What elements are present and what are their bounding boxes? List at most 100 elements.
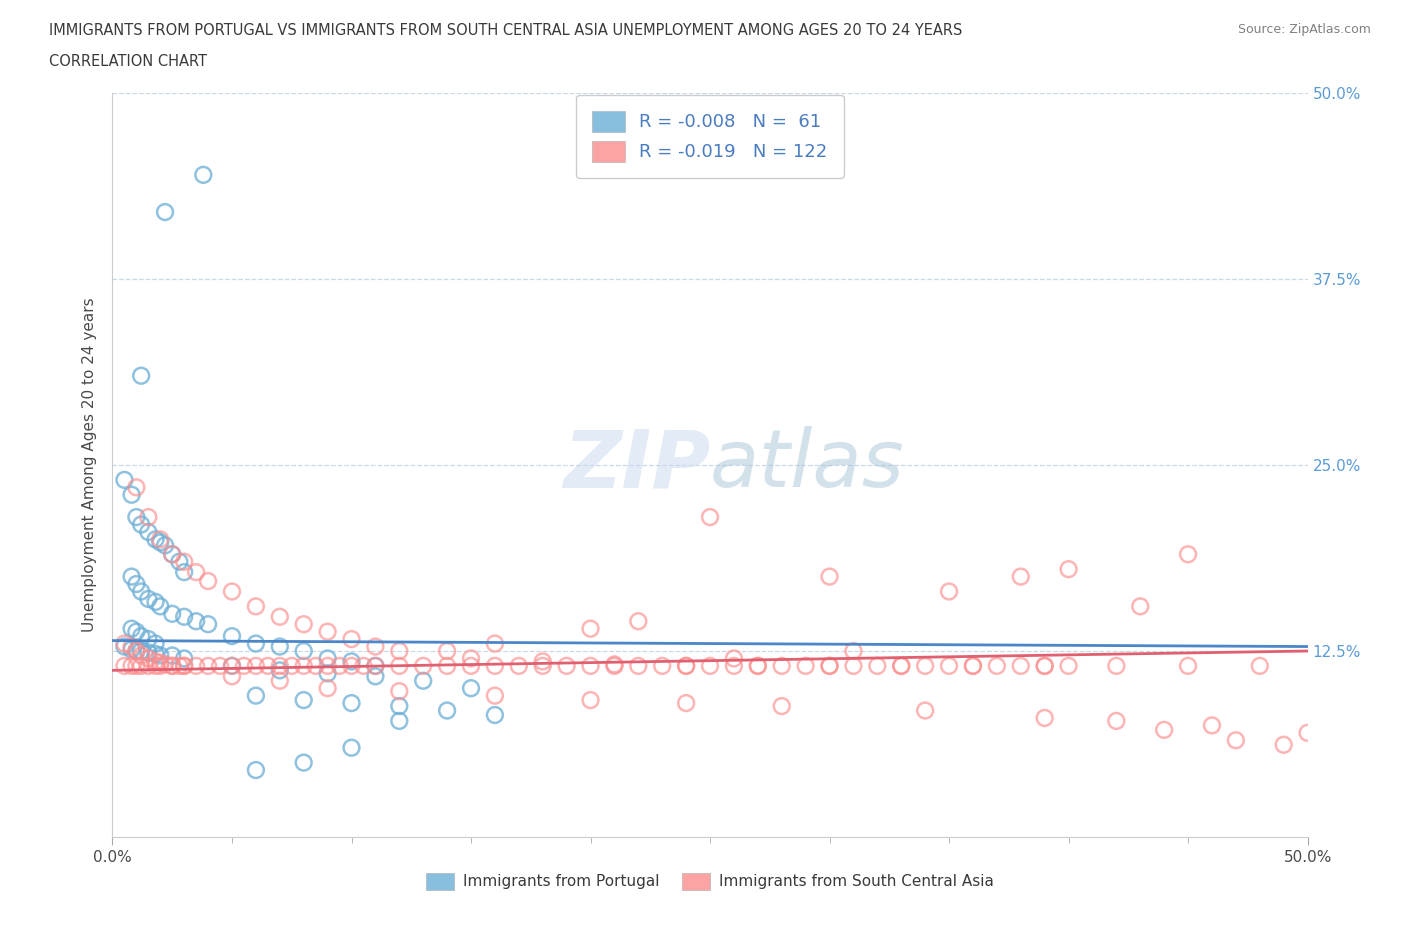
Immigrants from South Central Asia [388,658,411,673]
Immigrants from South Central Asia [149,658,172,673]
Immigrants from South Central Asia [914,658,936,673]
Immigrants from South Central Asia [329,658,352,673]
Immigrants from Portugal [125,510,148,525]
Immigrants from South Central Asia [121,639,143,654]
Immigrants from South Central Asia [1177,658,1199,673]
Immigrants from South Central Asia [221,658,243,673]
Immigrants from Portugal [460,681,482,696]
Immigrants from South Central Asia [209,658,232,673]
Immigrants from Portugal [245,688,267,703]
Immigrants from South Central Asia [162,658,183,673]
Immigrants from Portugal [221,658,243,673]
Immigrants from South Central Asia [129,648,152,663]
Immigrants from South Central Asia [125,658,148,673]
Immigrants from South Central Asia [221,669,243,684]
Immigrants from Portugal [292,693,315,708]
Immigrants from Portugal [340,696,363,711]
Immigrants from South Central Asia [125,480,148,495]
Immigrants from South Central Asia [436,658,458,673]
Immigrants from South Central Asia [352,658,374,673]
Immigrants from South Central Asia [1296,725,1319,740]
Immigrants from Portugal [364,658,387,673]
Immigrants from South Central Asia [125,644,148,658]
Immigrants from Portugal [125,644,148,658]
Immigrants from Portugal [173,565,195,579]
Immigrants from Portugal [145,532,167,547]
Immigrants from South Central Asia [1320,740,1343,755]
Immigrants from South Central Asia [603,657,626,671]
Immigrants from Portugal [245,636,267,651]
Immigrants from South Central Asia [1129,599,1152,614]
Immigrants from South Central Asia [1010,658,1032,673]
Immigrants from South Central Asia [1368,728,1391,743]
Immigrants from Portugal [129,629,152,644]
Immigrants from Portugal [125,577,148,591]
Text: Source: ZipAtlas.com: Source: ZipAtlas.com [1237,23,1371,36]
Immigrants from Portugal [138,591,160,606]
Immigrants from South Central Asia [651,658,673,673]
Immigrants from South Central Asia [914,703,936,718]
Immigrants from South Central Asia [1201,718,1223,733]
Immigrants from South Central Asia [890,658,912,673]
Immigrants from South Central Asia [245,599,267,614]
Immigrants from South Central Asia [484,658,506,673]
Immigrants from Portugal [245,763,267,777]
Immigrants from Portugal [388,713,411,728]
Immigrants from South Central Asia [747,658,769,673]
Immigrants from South Central Asia [305,658,328,673]
Immigrants from Portugal [145,646,167,661]
Immigrants from South Central Asia [436,644,458,658]
Immigrants from South Central Asia [460,651,482,666]
Immigrants from Portugal [149,535,172,550]
Immigrants from Portugal [129,644,152,658]
Y-axis label: Unemployment Among Ages 20 to 24 years: Unemployment Among Ages 20 to 24 years [82,298,97,632]
Immigrants from Portugal [121,621,143,636]
Immigrants from South Central Asia [269,609,291,624]
Immigrants from South Central Asia [627,614,650,629]
Immigrants from South Central Asia [1057,562,1080,577]
Immigrants from Portugal [125,624,148,639]
Immigrants from Portugal [162,648,183,663]
Immigrants from South Central Asia [138,658,160,673]
Immigrants from South Central Asia [316,658,339,673]
Immigrants from Portugal [162,606,183,621]
Immigrants from South Central Asia [129,658,152,673]
Immigrants from South Central Asia [1057,658,1080,673]
Immigrants from South Central Asia [723,658,745,673]
Immigrants from South Central Asia [1010,569,1032,584]
Immigrants from South Central Asia [292,617,315,631]
Immigrants from South Central Asia [316,624,339,639]
Immigrants from South Central Asia [412,658,434,673]
Immigrants from South Central Asia [114,658,135,673]
Immigrants from South Central Asia [1153,723,1175,737]
Immigrants from Portugal [114,639,135,654]
Immigrants from South Central Asia [121,658,143,673]
Immigrants from Portugal [121,642,143,657]
Immigrants from South Central Asia [866,658,889,673]
Legend: Immigrants from Portugal, Immigrants from South Central Asia: Immigrants from Portugal, Immigrants fro… [420,867,1000,897]
Immigrants from South Central Asia [579,621,602,636]
Immigrants from South Central Asia [1249,658,1271,673]
Immigrants from South Central Asia [818,658,841,673]
Immigrants from South Central Asia [145,658,167,673]
Immigrants from South Central Asia [1105,658,1128,673]
Immigrants from South Central Asia [1033,711,1056,725]
Immigrants from South Central Asia [1177,547,1199,562]
Immigrants from Portugal [129,368,152,383]
Immigrants from Portugal [316,651,339,666]
Immigrants from South Central Asia [173,554,195,569]
Immigrants from South Central Asia [162,658,183,673]
Immigrants from Portugal [364,669,387,684]
Immigrants from South Central Asia [1368,743,1391,758]
Immigrants from South Central Asia [699,658,721,673]
Immigrants from Portugal [153,538,176,552]
Immigrants from South Central Asia [675,696,697,711]
Immigrants from South Central Asia [153,657,176,671]
Immigrants from Portugal [121,487,143,502]
Immigrants from South Central Asia [138,510,160,525]
Immigrants from Portugal [121,569,143,584]
Immigrants from South Central Asia [1272,737,1295,752]
Immigrants from Portugal [138,645,160,660]
Immigrants from Portugal [129,584,152,599]
Immigrants from South Central Asia [114,636,135,651]
